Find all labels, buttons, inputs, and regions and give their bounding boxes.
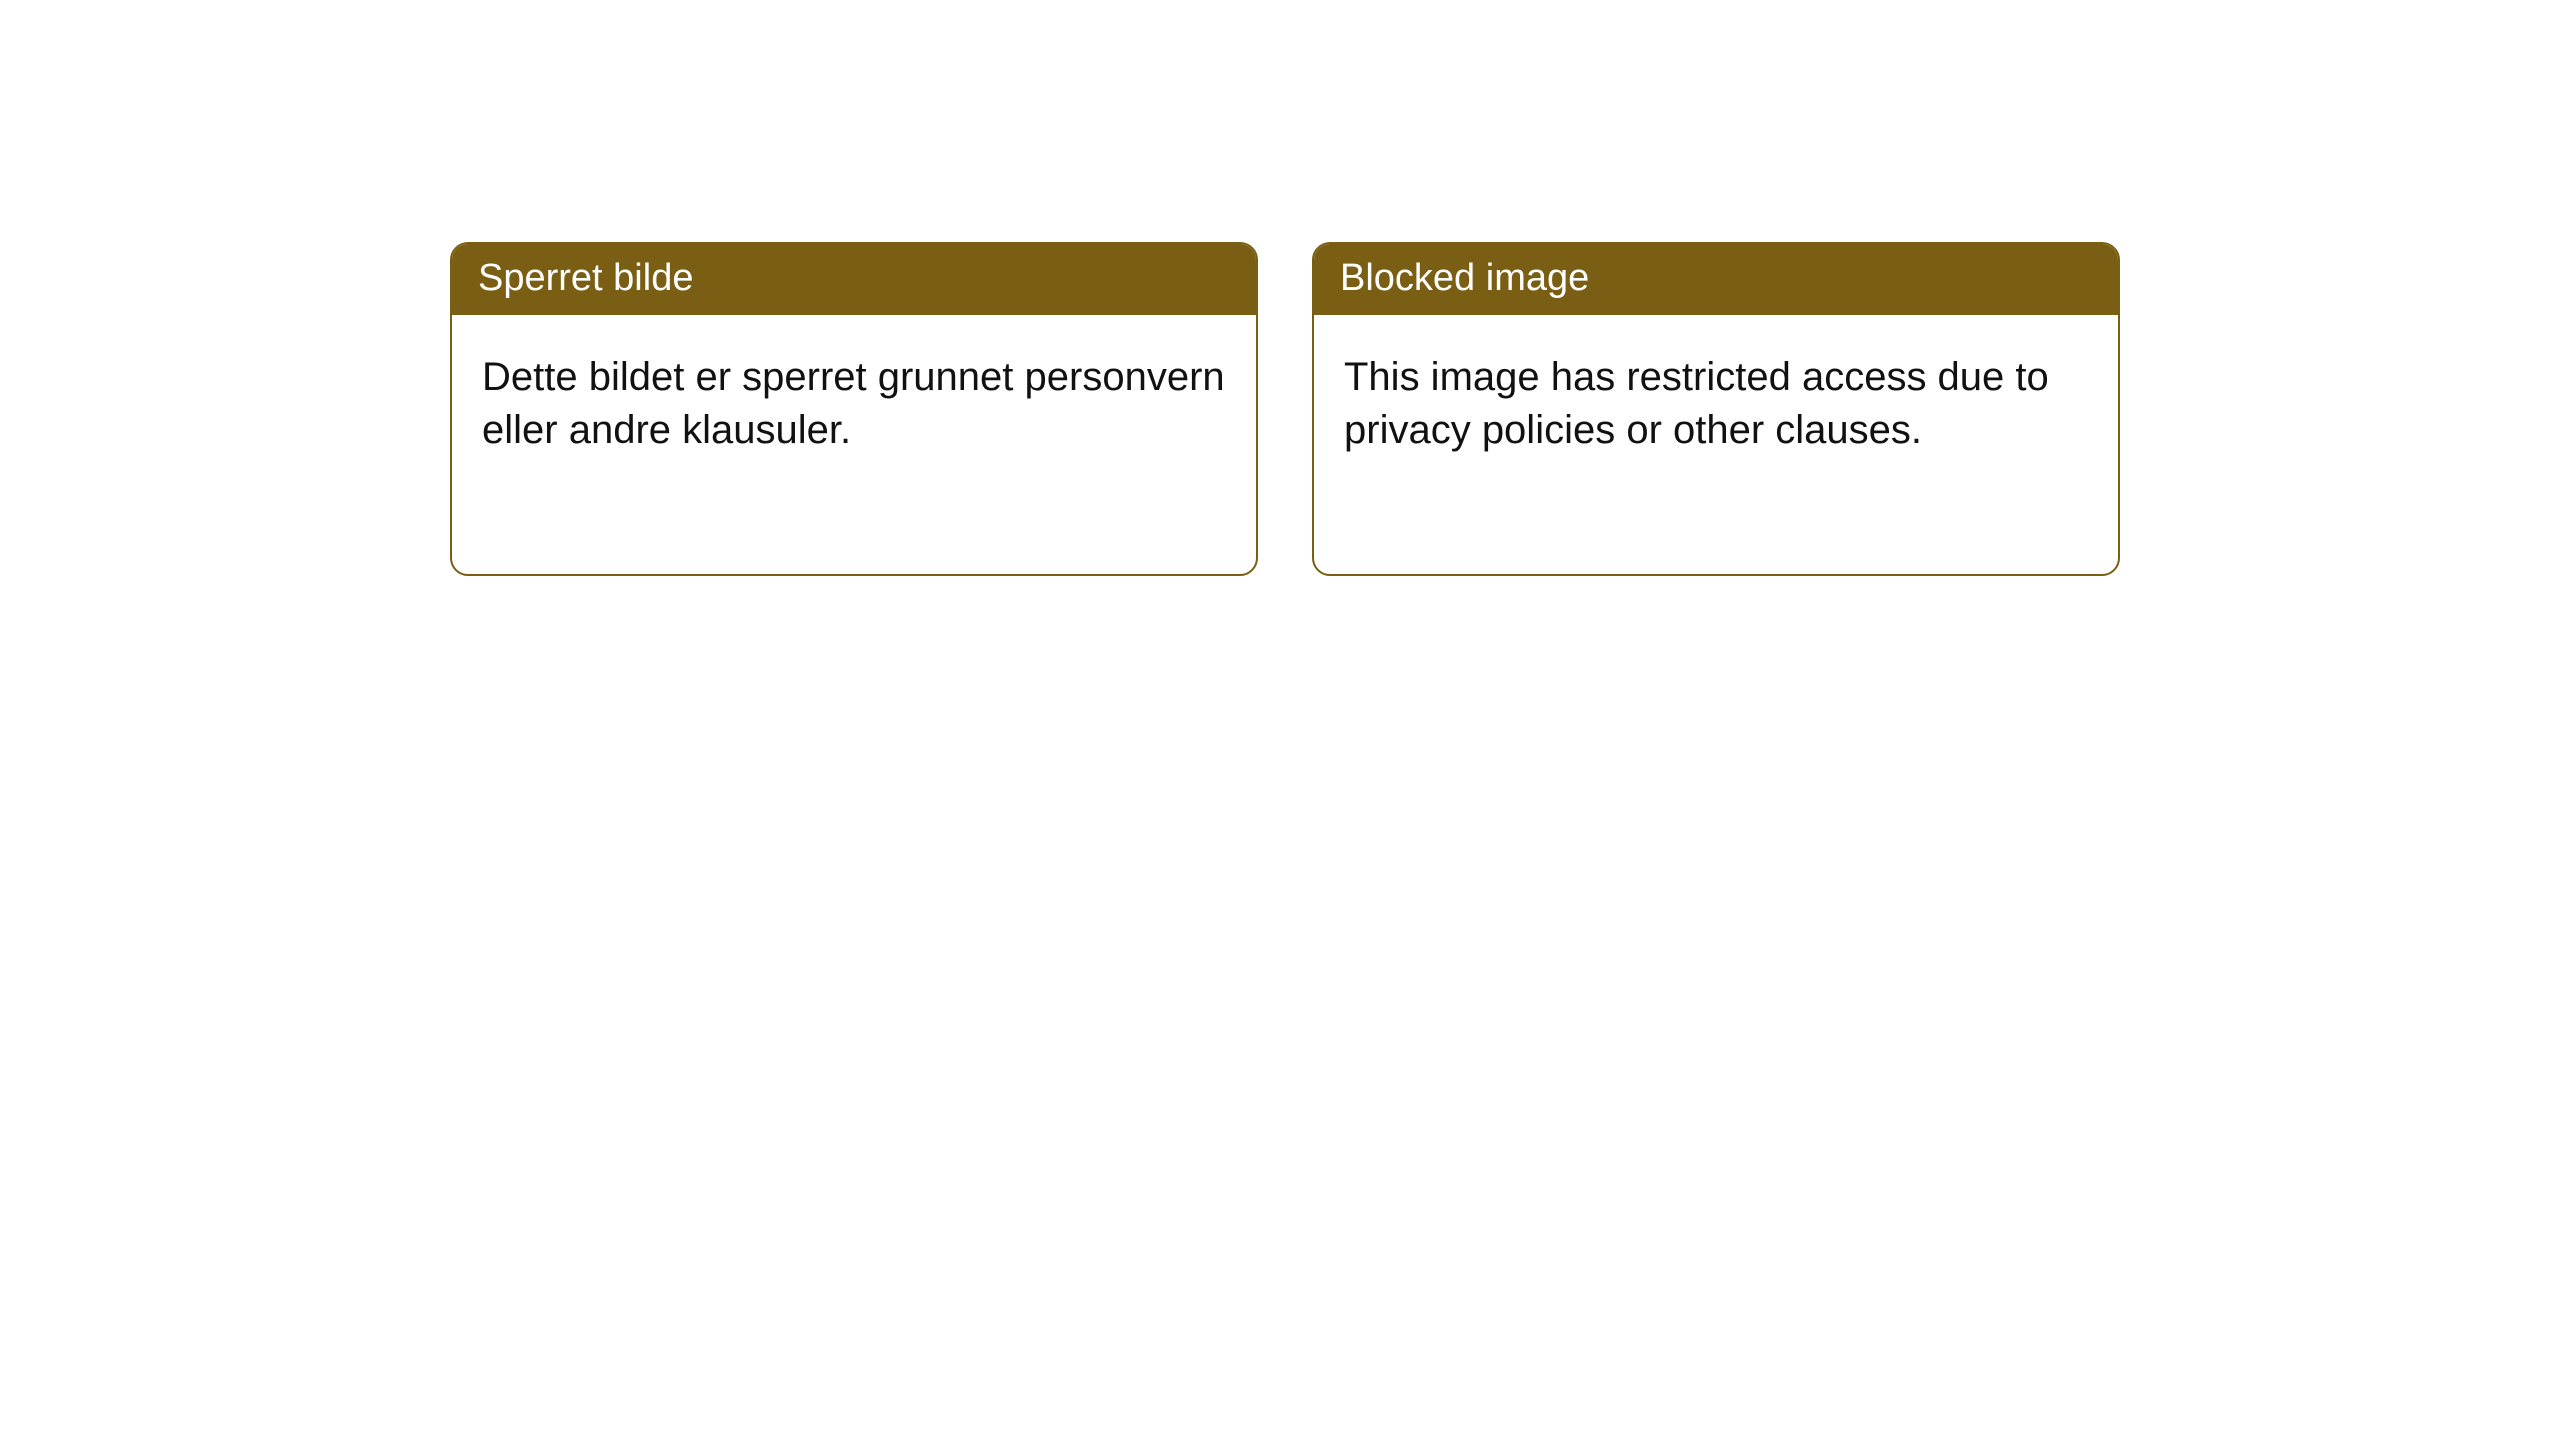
notice-title: Blocked image: [1340, 257, 1589, 299]
notice-card-english: Blocked image This image has restricted …: [1312, 242, 2120, 576]
notice-card-norwegian: Sperret bilde Dette bildet er sperret gr…: [450, 242, 1258, 576]
notice-body-text: This image has restricted access due to …: [1344, 355, 2049, 452]
notice-header: Blocked image: [1314, 244, 2118, 315]
notice-header: Sperret bilde: [452, 244, 1256, 315]
notice-body-text: Dette bildet er sperret grunnet personve…: [482, 355, 1225, 452]
notice-title: Sperret bilde: [478, 257, 693, 299]
notice-body: Dette bildet er sperret grunnet personve…: [452, 315, 1256, 477]
notices-container: Sperret bilde Dette bildet er sperret gr…: [0, 0, 2560, 576]
notice-body: This image has restricted access due to …: [1314, 315, 2118, 477]
